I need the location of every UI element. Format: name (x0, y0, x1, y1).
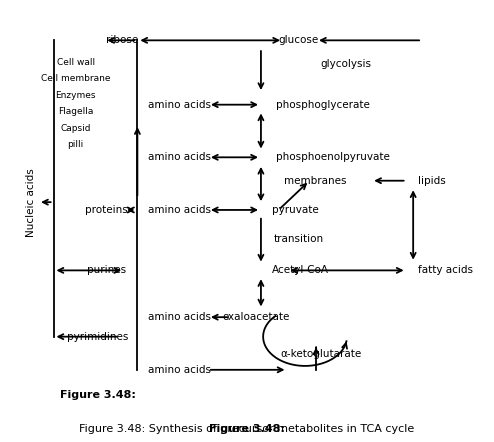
Text: glycolysis: glycolysis (321, 59, 371, 69)
Text: phosphoenolpyruvate: phosphoenolpyruvate (276, 152, 390, 162)
Text: Flagella: Flagella (58, 107, 93, 116)
Text: transition: transition (273, 234, 324, 244)
Text: pyruvate: pyruvate (272, 205, 319, 215)
Text: Capsid: Capsid (60, 124, 91, 133)
Text: proteins: proteins (85, 205, 128, 215)
Text: purines: purines (87, 265, 126, 275)
Text: phosphoglycerate: phosphoglycerate (276, 100, 370, 110)
Text: Cell wall: Cell wall (56, 58, 95, 67)
Text: glucose: glucose (278, 35, 319, 46)
Text: Figure 3.48:: Figure 3.48: (209, 424, 285, 434)
Text: ribose: ribose (106, 35, 138, 46)
Text: amino acids: amino acids (148, 152, 211, 162)
Text: Enzymes: Enzymes (55, 91, 96, 100)
Text: pyrimidines: pyrimidines (67, 332, 128, 342)
Text: Cell membrane: Cell membrane (41, 74, 110, 84)
Text: amino acids: amino acids (148, 100, 211, 110)
Text: Nucleic acids: Nucleic acids (27, 168, 37, 236)
Text: pilli: pilli (68, 140, 84, 149)
Text: amino acids: amino acids (148, 205, 211, 215)
Text: membranes: membranes (285, 176, 347, 186)
Text: Figure 3.48:: Figure 3.48: (60, 390, 136, 400)
Text: amino acids: amino acids (148, 312, 211, 322)
Text: α-ketoglutarate: α-ketoglutarate (280, 349, 361, 359)
Text: Figure 3.48: Synthesis of precursor metabolites in TCA cycle: Figure 3.48: Synthesis of precursor meta… (61, 390, 396, 400)
Text: fatty acids: fatty acids (417, 265, 473, 275)
Text: lipids: lipids (417, 176, 445, 186)
Text: amino acids: amino acids (148, 365, 211, 375)
Text: oxaloacetate: oxaloacetate (223, 312, 290, 322)
Text: Acetyl-CoA: Acetyl-CoA (272, 265, 329, 275)
Text: Figure 3.48: Synthesis of precursor metabolites in TCA cycle: Figure 3.48: Synthesis of precursor meta… (80, 424, 414, 434)
